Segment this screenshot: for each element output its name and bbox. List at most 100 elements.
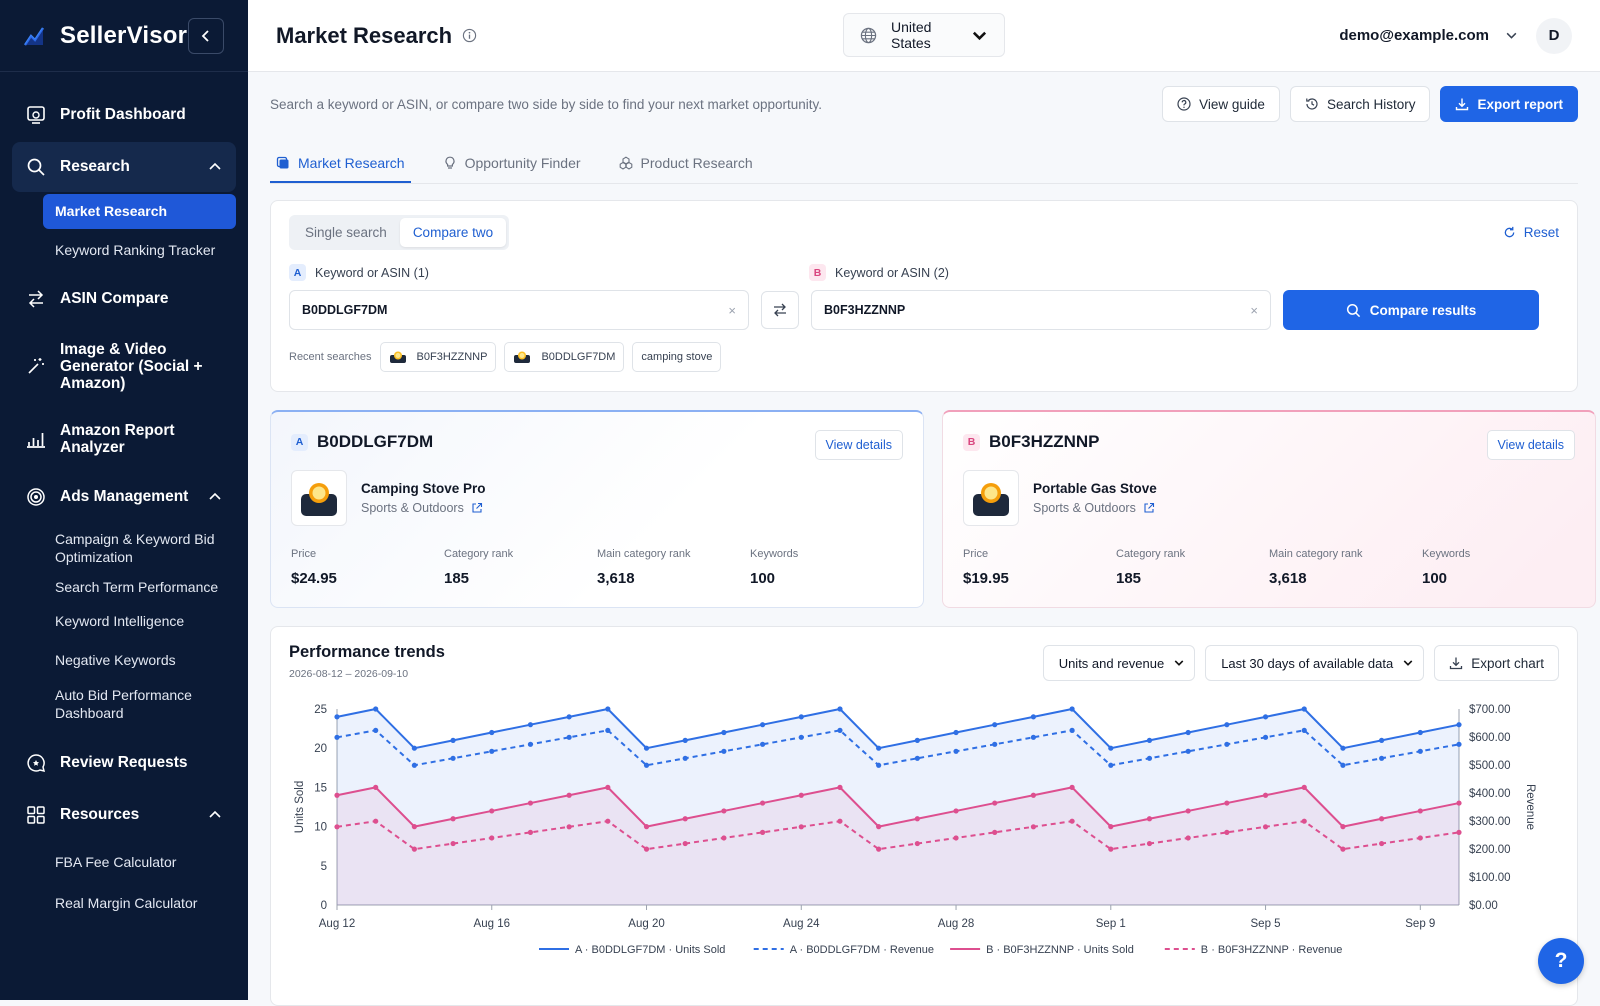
sidebar-subitem-fba-fee-calculator[interactable]: FBA Fee Calculator xyxy=(43,842,236,883)
view-guide-button[interactable]: View guide xyxy=(1162,86,1280,122)
stove-image-icon xyxy=(297,478,341,518)
stat-label: Main category rank xyxy=(597,548,750,560)
sidebar-item-amazon-report-analyzer[interactable]: Amazon Report Analyzer xyxy=(12,408,236,470)
external-link-icon[interactable] xyxy=(1143,502,1155,514)
sidebar-item-research[interactable]: Research xyxy=(12,142,236,192)
recent-search-chip[interactable]: camping stove xyxy=(632,342,721,372)
data-point xyxy=(489,749,494,754)
tag-b: B xyxy=(809,264,826,281)
stat-label: Price xyxy=(963,548,1116,560)
export-chart-button[interactable]: Export chart xyxy=(1434,645,1559,681)
data-point xyxy=(992,830,997,835)
period-select[interactable]: Last 30 days of available data xyxy=(1205,645,1424,681)
input-labels: A Keyword or ASIN (1) B Keyword or ASIN … xyxy=(289,264,1559,281)
data-point xyxy=(1263,793,1268,798)
compare-results-label: Compare results xyxy=(1370,303,1477,318)
data-point xyxy=(1302,728,1307,733)
layers-icon xyxy=(276,156,290,170)
sidebar-item-review-requests[interactable]: Review Requests xyxy=(12,738,236,788)
data-point xyxy=(528,830,533,835)
data-point xyxy=(1418,730,1423,735)
stat-label: Keywords xyxy=(1422,548,1575,560)
recent-search-chip[interactable]: B0DDLGF7DM xyxy=(504,342,624,372)
y2-tick-label: $300.00 xyxy=(1469,816,1511,828)
compare-two-option[interactable]: Compare two xyxy=(400,218,506,247)
clear-input-a-icon[interactable]: × xyxy=(728,303,736,318)
sidebar-item-ads-management[interactable]: Ads Management xyxy=(12,472,236,522)
sidebar-item-profit-dashboard[interactable]: Profit Dashboard xyxy=(12,90,236,140)
data-point xyxy=(567,824,572,829)
metric-select[interactable]: Units and revenue xyxy=(1043,645,1196,681)
search-icon xyxy=(1346,303,1361,318)
keyword-input-b[interactable]: B0F3HZZNNP × xyxy=(811,290,1271,330)
legend-label: A · B0DDLGF7DM · Units Sold xyxy=(575,944,725,956)
data-point xyxy=(334,824,339,829)
view-details-button[interactable]: View details xyxy=(815,430,903,460)
sidebar-subitem-keyword-ranking-tracker[interactable]: Keyword Ranking Tracker xyxy=(43,233,236,268)
data-point xyxy=(1379,841,1384,846)
info-icon[interactable] xyxy=(462,28,477,43)
data-point xyxy=(1186,835,1191,840)
export-chart-label: Export chart xyxy=(1471,656,1544,671)
tab-market-research[interactable]: Market Research xyxy=(270,155,411,183)
data-point xyxy=(334,735,339,740)
sidebar-subitem-negative-keywords[interactable]: Negative Keywords xyxy=(43,641,236,680)
swap-inputs-button[interactable] xyxy=(761,291,799,329)
data-point xyxy=(760,722,765,727)
country-select[interactable]: United States xyxy=(843,13,1005,57)
data-point xyxy=(412,847,417,852)
y2-tick-label: $400.00 xyxy=(1469,788,1511,800)
data-point xyxy=(683,756,688,761)
single-search-option[interactable]: Single search xyxy=(292,218,400,247)
sidebar-subitem-market-research[interactable]: Market Research xyxy=(43,194,236,229)
data-point xyxy=(1302,706,1307,711)
data-point xyxy=(953,749,958,754)
sidebar-item-resources[interactable]: Resources xyxy=(12,790,236,840)
y2-tick-label: $100.00 xyxy=(1469,872,1511,884)
avatar[interactable]: D xyxy=(1536,18,1572,54)
search-panel: Single search Compare two Reset A Keywor… xyxy=(270,200,1578,392)
view-details-button[interactable]: View details xyxy=(1487,430,1575,460)
x-tick-label: Aug 16 xyxy=(474,918,510,930)
external-link-icon[interactable] xyxy=(471,502,483,514)
tab-opportunity-finder[interactable]: Opportunity Finder xyxy=(437,155,587,183)
data-point xyxy=(1070,706,1075,711)
help-button[interactable]: ? xyxy=(1538,938,1584,984)
sidebar-subitem-real-margin-calculator[interactable]: Real Margin Calculator xyxy=(43,883,236,924)
data-point xyxy=(915,816,920,821)
export-report-button[interactable]: Export report xyxy=(1440,86,1578,122)
collapse-sidebar-button[interactable] xyxy=(188,18,224,54)
data-point xyxy=(567,793,572,798)
y-axis-title: Units Sold xyxy=(294,781,306,833)
data-point xyxy=(605,728,610,733)
sidebar-item-image-video-generator[interactable]: Image & Video Generator (Social + Amazon… xyxy=(12,326,236,406)
globe-icon xyxy=(860,27,877,44)
reset-button[interactable]: Reset xyxy=(1503,225,1559,240)
data-point xyxy=(1263,714,1268,719)
sidebar-item-asin-compare[interactable]: ASIN Compare xyxy=(12,274,236,324)
sidebar-subitem-bid-optimization[interactable]: Campaign & Keyword Bid Optimization xyxy=(43,524,236,572)
user-menu[interactable]: demo@example.com D xyxy=(1339,18,1572,54)
label-a: A Keyword or ASIN (1) xyxy=(289,264,809,281)
chip-label: B0DDLGF7DM xyxy=(541,351,615,363)
tabs: Market Research Opportunity Finder Produ… xyxy=(270,136,1578,184)
main-category-rank-value: 3,618 xyxy=(1269,570,1422,587)
sidebar-subitem-auto-bid-dashboard[interactable]: Auto Bid Performance Dashboard xyxy=(43,680,236,728)
sidebar-subitem-keyword-intelligence[interactable]: Keyword Intelligence xyxy=(43,602,236,641)
data-point xyxy=(1147,816,1152,821)
sidebar-subitem-search-term-performance[interactable]: Search Term Performance xyxy=(43,572,236,602)
sidebar-item-label: Ads Management xyxy=(60,488,188,506)
data-point xyxy=(1147,738,1152,743)
brand: SellerVisor xyxy=(0,0,248,72)
keyword-input-a[interactable]: B0DDLGF7DM × xyxy=(289,290,749,330)
x-tick-label: Aug 12 xyxy=(319,918,355,930)
data-point xyxy=(721,730,726,735)
compare-results-button[interactable]: Compare results xyxy=(1283,290,1539,330)
search-history-button[interactable]: Search History xyxy=(1290,86,1431,122)
recent-search-chip[interactable]: B0F3HZZNNP xyxy=(380,342,497,372)
data-point xyxy=(489,730,494,735)
y-tick-label: 0 xyxy=(321,900,327,912)
tab-product-research[interactable]: Product Research xyxy=(613,155,759,183)
clear-input-b-icon[interactable]: × xyxy=(1250,303,1258,318)
data-point xyxy=(1070,819,1075,824)
